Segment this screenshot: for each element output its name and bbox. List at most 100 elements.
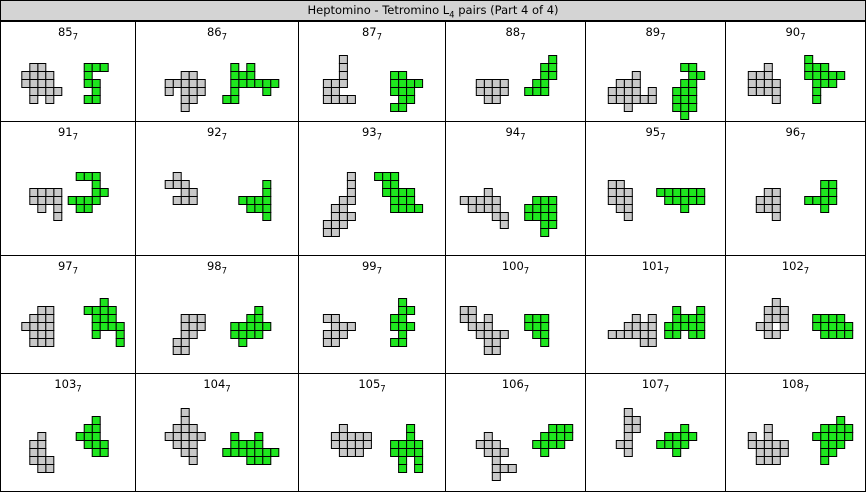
pair-number-value: 107 (641, 377, 664, 391)
heptomino-shape-square (180, 188, 190, 197)
pair-cell: 1087 (725, 373, 866, 492)
heptomino-shape-square (631, 416, 641, 425)
heptomino-shape-square (330, 330, 340, 339)
pair-number-value: 97 (57, 259, 73, 273)
tetromino-shape-square (254, 456, 264, 465)
pair-number: 857 (1, 25, 135, 42)
tetromino-shape-square (820, 314, 830, 323)
pair-number-subscript: 7 (800, 32, 806, 43)
pair-number: 867 (136, 25, 298, 42)
tetromino-shape-square (672, 440, 682, 449)
pair-figure (21, 298, 125, 347)
heptomino-shape-square (623, 424, 633, 433)
heptomino-shape-square (755, 79, 765, 88)
tetromino-shape-square (820, 79, 830, 88)
heptomino-shape-square (346, 196, 356, 205)
heptomino-shape-square (647, 330, 657, 339)
tetromino-shape (524, 196, 558, 237)
tetromino-shape-square (254, 330, 264, 339)
heptomino-shape-square (607, 87, 617, 96)
heptomino-shape-square (322, 330, 332, 339)
heptomino-shape-square (747, 71, 757, 80)
tetromino-shape-square (230, 63, 240, 72)
heptomino-shape-square (37, 448, 47, 457)
tetromino-shape-square (532, 212, 542, 221)
tetromino-shape-square (390, 103, 400, 112)
heptomino-shape-square (779, 448, 789, 457)
heptomino-shape-square (53, 212, 63, 221)
tetromino-shape (238, 180, 272, 221)
tetromino-shape-square (398, 188, 408, 197)
heptomino-shape-square (491, 87, 501, 96)
pair-cell: 927 (135, 121, 299, 256)
heptomino-shape-square (338, 212, 348, 221)
tetromino-shape-square (812, 196, 822, 205)
heptomino-shape-square (499, 448, 509, 457)
tetromino-shape-square (75, 432, 85, 441)
tetromino-shape (656, 188, 706, 213)
tetromino-shape-square (390, 448, 400, 457)
tetromino-shape-square (672, 95, 682, 104)
heptomino-shape-square (21, 79, 31, 88)
tetromino-shape-square (406, 440, 416, 449)
heptomino-shape-square (322, 314, 332, 323)
tetromino-shape-square (680, 322, 690, 331)
heptomino-shape-square (180, 180, 190, 189)
tetromino-shape-square (672, 87, 682, 96)
pair-number-subscript: 7 (660, 132, 666, 143)
tetromino-shape (812, 314, 854, 339)
tetromino-shape-square (672, 196, 682, 205)
heptomino-shape-square (491, 330, 501, 339)
tetromino-shape-square (254, 448, 264, 457)
tetromino-shape-square (680, 95, 690, 104)
heptomino-shape (755, 188, 781, 221)
tetromino-shape-square (238, 322, 248, 331)
tetromino-shape-square (262, 87, 272, 96)
pair-figure (29, 172, 109, 221)
tetromino-shape-square (680, 103, 690, 112)
heptomino-shape-square (483, 204, 493, 213)
tetromino-shape (812, 416, 854, 465)
pair-number: 1027 (726, 259, 865, 276)
heptomino-shape-square (607, 95, 617, 104)
heptomino-shape-square (615, 440, 625, 449)
pair-number: 987 (136, 259, 298, 276)
pair-figure (615, 408, 698, 457)
heptomino-shape-square (180, 330, 190, 339)
heptomino-shape-square (647, 314, 657, 323)
heptomino-shape (330, 424, 372, 457)
heptomino-shape-square (29, 322, 39, 331)
heptomino-shape-square (180, 322, 190, 331)
heptomino-shape-square (180, 196, 190, 205)
pair-number-subscript: 7 (523, 266, 530, 277)
heptomino-shape-square (607, 196, 617, 205)
tetromino-shape-square (680, 111, 690, 120)
pair-number: 877 (299, 25, 445, 42)
tetromino-shape-square (254, 204, 264, 213)
heptomino-shape (607, 180, 633, 221)
heptomino-shape-square (475, 79, 485, 88)
heptomino-shape (164, 172, 198, 205)
heptomino-shape-square (338, 55, 348, 64)
heptomino-shape (172, 314, 206, 355)
tetromino-shape-square (664, 330, 674, 339)
tetromino-shape-square (696, 71, 706, 80)
pair-figure (607, 306, 706, 347)
tetromino-shape-square (548, 440, 558, 449)
tetromino-shape-square (548, 71, 558, 80)
pair-cell: 907 (725, 21, 866, 122)
heptomino-shape-square (29, 188, 39, 197)
tetromino-shape-square (83, 71, 93, 80)
heptomino-shape (29, 188, 63, 221)
heptomino-shape-square (180, 448, 190, 457)
heptomino-shape-square (37, 79, 47, 88)
tetromino-shape-square (540, 212, 550, 221)
heptomino-shape-square (330, 338, 340, 347)
tetromino-shape-square (836, 424, 846, 433)
pair-number: 887 (446, 25, 585, 42)
tetromino-shape-square (688, 432, 698, 441)
pair-figure (322, 298, 416, 347)
tetromino-shape-square (254, 306, 264, 315)
tetromino-shape (656, 424, 698, 457)
pair-figure (322, 55, 424, 112)
